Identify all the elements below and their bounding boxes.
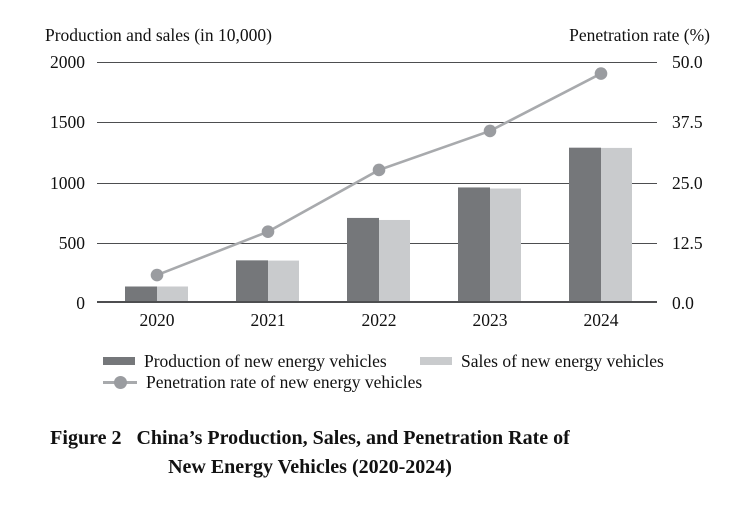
chart-canvas	[97, 62, 657, 303]
left-axis-tick: 0	[76, 293, 85, 313]
left-axis-tick: 1000	[50, 172, 85, 193]
right-axis-tick: 37.5	[672, 112, 703, 133]
figure-caption-label: Figure 2	[50, 427, 122, 449]
left-axis-tick: 1500	[50, 112, 85, 133]
legend-item-production: Production of new energy vehicles	[103, 351, 387, 371]
sales-bar	[157, 286, 188, 303]
left-axis-tick: 500	[58, 232, 85, 253]
penetration-point	[594, 67, 608, 80]
line-dot-icon	[113, 375, 127, 389]
production-bar-swatch	[103, 357, 135, 365]
x-axis-label: 2020	[139, 310, 175, 330]
penetration-point	[150, 268, 164, 282]
x-axis-label: 2024	[583, 310, 619, 330]
figure-caption-line1: Figure 2 China’s Production, Sales, and P…	[0, 426, 620, 450]
legend-label-sales: Sales of new energy vehicles	[461, 351, 664, 371]
right-axis-tick: 0.0	[672, 293, 694, 313]
sales-bar	[379, 219, 410, 303]
left-axis-title: Production and sales (in 10,000)	[45, 25, 272, 45]
x-axis-label: 2022	[361, 310, 397, 330]
penetration-point	[372, 163, 386, 177]
legend-item-penetration: Penetration rate of new energy vehicles	[103, 372, 422, 392]
line-marker-icon	[103, 375, 137, 389]
right-axis-tick: 25.0	[672, 172, 703, 193]
legend-label-production: Production of new energy vehicles	[144, 351, 387, 371]
plot-area	[97, 62, 657, 303]
x-axis-label: 2023	[472, 310, 508, 330]
production-bar	[347, 217, 379, 303]
production-bar	[569, 147, 601, 303]
sales-bar	[268, 260, 299, 303]
production-bar	[458, 187, 490, 303]
sales-bar-swatch	[420, 357, 452, 365]
legend-item-sales: Sales of new energy vehicles	[420, 351, 664, 371]
legend-label-penetration: Penetration rate of new energy vehicles	[146, 372, 423, 392]
left-axis-tick: 2000	[50, 52, 85, 72]
figure-caption-line2: New Energy Vehicles (2020-2024)	[168, 456, 452, 478]
penetration-point	[483, 124, 497, 138]
x-axis-label: 2021	[250, 310, 286, 330]
penetration-point	[261, 225, 275, 238]
right-axis-tick: 50.0	[672, 52, 703, 72]
production-bar	[236, 260, 268, 303]
sales-bar	[490, 188, 521, 303]
sales-bar	[601, 147, 632, 303]
right-axis-tick: 12.5	[672, 232, 703, 253]
production-bar	[125, 286, 157, 303]
right-axis-title: Penetration rate (%)	[569, 25, 710, 45]
figure-caption-title: China’s Production, Sales, and Penetrati…	[136, 427, 570, 449]
